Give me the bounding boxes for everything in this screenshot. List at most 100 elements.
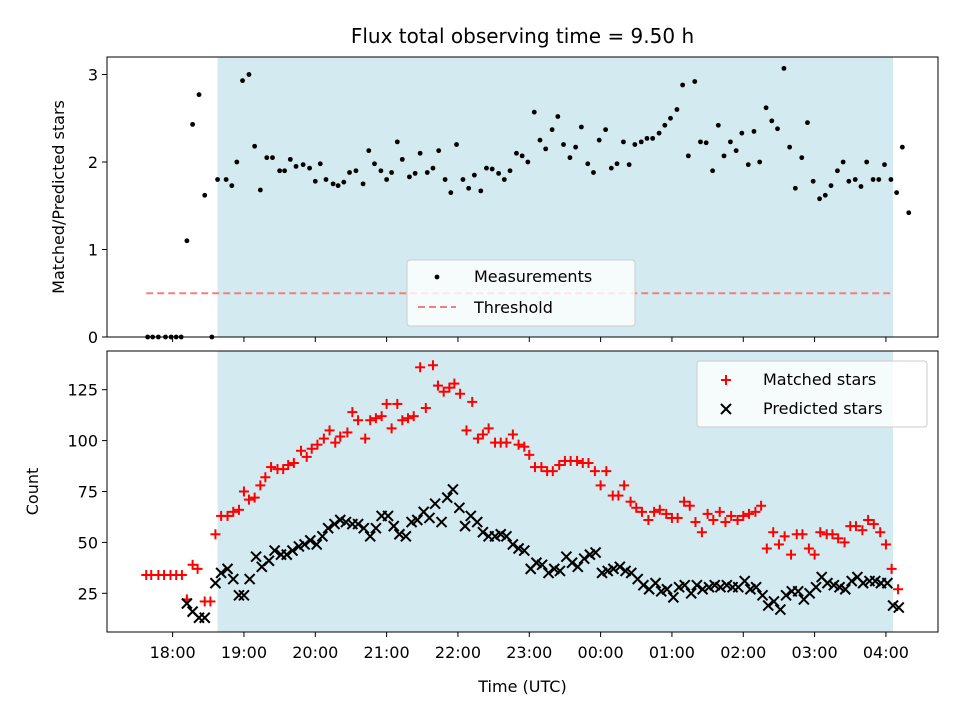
- x-stroke-b: [263, 555, 275, 567]
- matched-star-point: [773, 539, 784, 550]
- predicted-star-point: [429, 498, 441, 510]
- x-stroke-b: [845, 575, 858, 587]
- x-stroke-b: [625, 567, 637, 579]
- y-tick-label: 0: [88, 328, 98, 347]
- predicted-star-point: [286, 544, 299, 557]
- matched-star-point: [857, 525, 868, 536]
- x-tick-label: 00:00: [578, 643, 624, 662]
- x-stroke-b: [298, 538, 311, 551]
- predicted-star-point: [792, 585, 804, 597]
- x-tick-label: 18:00: [150, 643, 196, 662]
- x-stroke-b: [227, 573, 239, 585]
- x-stroke-b: [411, 514, 423, 526]
- matched-star-point: [756, 500, 767, 511]
- predicted-star-point: [661, 583, 673, 595]
- measurement-point: [430, 165, 436, 171]
- predicted-star-point: [304, 534, 316, 547]
- predicted-star-point: [181, 597, 193, 610]
- measurement-point: [578, 124, 584, 130]
- measurement-point: [448, 190, 454, 196]
- measurement-point: [424, 170, 430, 175]
- measurement-point: [335, 183, 341, 189]
- matched-star-point: [288, 457, 299, 468]
- predicted-star-point: [738, 575, 751, 587]
- matched-star-point: [690, 517, 701, 528]
- x-stroke-b: [286, 544, 299, 557]
- x-stroke-b: [316, 530, 329, 543]
- matched-star-point: [595, 480, 606, 491]
- matched-star-point: [408, 411, 419, 422]
- predicted-star-point: [352, 518, 364, 530]
- matched-star-point: [643, 515, 654, 526]
- predicted-star-point: [477, 526, 489, 538]
- predicted-star-point: [311, 538, 323, 551]
- matched-star-point: [547, 466, 558, 477]
- measurement-point: [215, 177, 220, 182]
- measurement-point: [733, 148, 739, 154]
- predicted-star-point: [209, 577, 222, 589]
- measurement-point: [525, 159, 531, 165]
- x-stroke-b: [352, 518, 364, 530]
- x-stroke-b: [512, 542, 525, 555]
- y-tick-label: 100: [67, 432, 98, 451]
- x-stroke-b: [465, 510, 477, 522]
- predicted-star-point: [281, 548, 293, 561]
- x-stroke-b: [560, 550, 573, 563]
- measurement-point: [662, 122, 668, 128]
- matched-star-point: [376, 411, 387, 422]
- x-stroke-b: [358, 522, 370, 534]
- measurement-point: [389, 170, 395, 175]
- predicted-star-point: [316, 530, 329, 543]
- x-stroke-b: [447, 483, 459, 496]
- x-stroke-b: [738, 575, 751, 587]
- measurement-point: [507, 168, 513, 174]
- x-tick-label: 04:00: [863, 643, 909, 662]
- predicted-star-point: [322, 522, 334, 534]
- measurement-point: [621, 139, 626, 145]
- measurement-point: [882, 162, 887, 168]
- x-stroke-b: [721, 579, 733, 591]
- measurement-point: [436, 148, 442, 154]
- predicted-star-point: [714, 581, 727, 593]
- predicted-star-point: [667, 591, 680, 604]
- matched-star-point: [761, 543, 772, 554]
- x-stroke-b: [792, 585, 804, 597]
- x-stroke-b: [857, 577, 869, 589]
- x-stroke-b: [893, 601, 905, 614]
- x-stroke-b: [833, 581, 846, 593]
- y-tick-label: 125: [67, 381, 98, 400]
- matched-star-point: [572, 455, 583, 466]
- measurement-point: [246, 72, 252, 77]
- x-stroke-b: [328, 518, 341, 530]
- predicted-star-point: [893, 601, 905, 614]
- measurement-point: [703, 140, 709, 146]
- predicted-star-point: [679, 579, 691, 591]
- measurement-point: [347, 170, 352, 175]
- predicted-star-point: [393, 528, 406, 540]
- measurement-point: [454, 142, 459, 147]
- matched-star-point: [415, 362, 426, 373]
- matched-star-point: [738, 510, 749, 521]
- matched-star-point: [210, 529, 221, 540]
- matched-star-point: [477, 429, 488, 440]
- predicted-star-point: [542, 567, 555, 579]
- matched-star-point: [886, 563, 897, 574]
- matched-star-point: [654, 504, 665, 515]
- predicted-star-point: [227, 573, 239, 585]
- matched-star-point: [524, 449, 535, 460]
- measurement-point: [835, 168, 840, 174]
- y-tick-label: 25: [78, 584, 98, 603]
- matched-star-point: [619, 480, 630, 491]
- x-stroke-b: [435, 516, 448, 528]
- predicted-star-point: [441, 491, 453, 504]
- legend-plus-glyph: [721, 375, 731, 385]
- measurement-point: [739, 130, 745, 136]
- measurement-point: [757, 159, 763, 165]
- matched-star-point: [306, 443, 317, 454]
- predicted-star-point: [614, 561, 626, 573]
- y-tick-label: 3: [88, 66, 98, 85]
- matched-star-point: [631, 502, 642, 513]
- matched-star-point: [875, 527, 886, 538]
- measurement-point: [715, 122, 721, 128]
- count-legend-box: [696, 360, 928, 428]
